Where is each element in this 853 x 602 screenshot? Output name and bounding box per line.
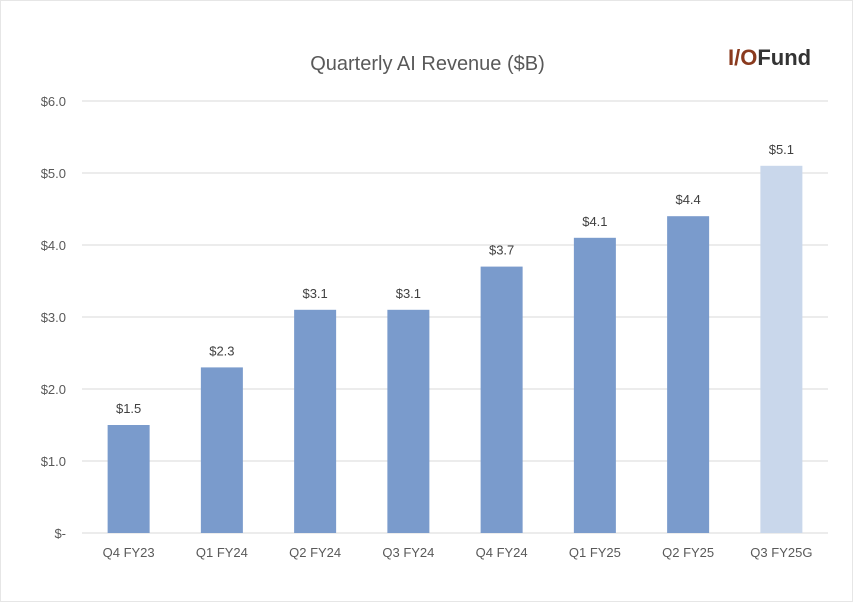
io-fund-logo: I/OFund — [728, 45, 811, 71]
bars — [107, 165, 803, 534]
x-tick-label: Q4 FY23 — [103, 545, 155, 560]
x-tick-label: Q4 FY24 — [476, 545, 528, 560]
data-label: $3.7 — [489, 243, 514, 258]
logo-part-io: I/O — [728, 45, 758, 70]
bar — [200, 367, 243, 533]
chart-title: Quarterly AI Revenue ($B) — [310, 53, 545, 75]
x-tick-label: Q1 FY24 — [196, 545, 248, 560]
bar — [667, 216, 710, 533]
data-label: $1.5 — [116, 401, 141, 416]
y-axis-ticks: $- $1.0 $2.0 $3.0 $4.0 $5.0 $6.0 — [41, 94, 66, 541]
x-tick-label: Q3 FY24 — [382, 545, 434, 560]
data-label: $2.3 — [209, 343, 234, 358]
data-label: $3.1 — [396, 286, 421, 301]
x-tick-label: Q3 FY25G — [750, 545, 812, 560]
x-tick-label: Q2 FY24 — [289, 545, 341, 560]
x-axis-ticks: Q4 FY23 Q1 FY24 Q2 FY24 Q3 FY24 Q4 FY24 Q1 FY… — [103, 545, 813, 560]
bar — [294, 309, 337, 533]
y-tick-label: $1.0 — [41, 454, 66, 469]
gridlines — [82, 100, 828, 534]
bar — [760, 165, 803, 534]
y-tick-label: $5.0 — [41, 166, 66, 181]
y-tick-label: $3.0 — [41, 310, 66, 325]
y-tick-label: $4.0 — [41, 238, 66, 253]
x-tick-label: Q1 FY25 — [569, 545, 621, 560]
data-label: $4.4 — [675, 192, 700, 207]
y-tick-label: $2.0 — [41, 382, 66, 397]
data-label: $4.1 — [582, 214, 607, 229]
data-label: $3.1 — [302, 286, 327, 301]
data-labels: $1.5 $2.3 $3.1 $3.1 $3.7 $4.1 $4.4 $5.1 — [116, 142, 794, 416]
bar — [573, 237, 616, 534]
data-label: $5.1 — [769, 142, 794, 157]
logo-part-fund: Fund — [757, 45, 812, 70]
bar — [387, 309, 430, 533]
bar — [480, 266, 523, 533]
bar — [107, 425, 150, 533]
x-tick-label: Q2 FY25 — [662, 545, 714, 560]
y-tick-label: $6.0 — [41, 94, 66, 109]
y-tick-label: $- — [54, 526, 66, 541]
